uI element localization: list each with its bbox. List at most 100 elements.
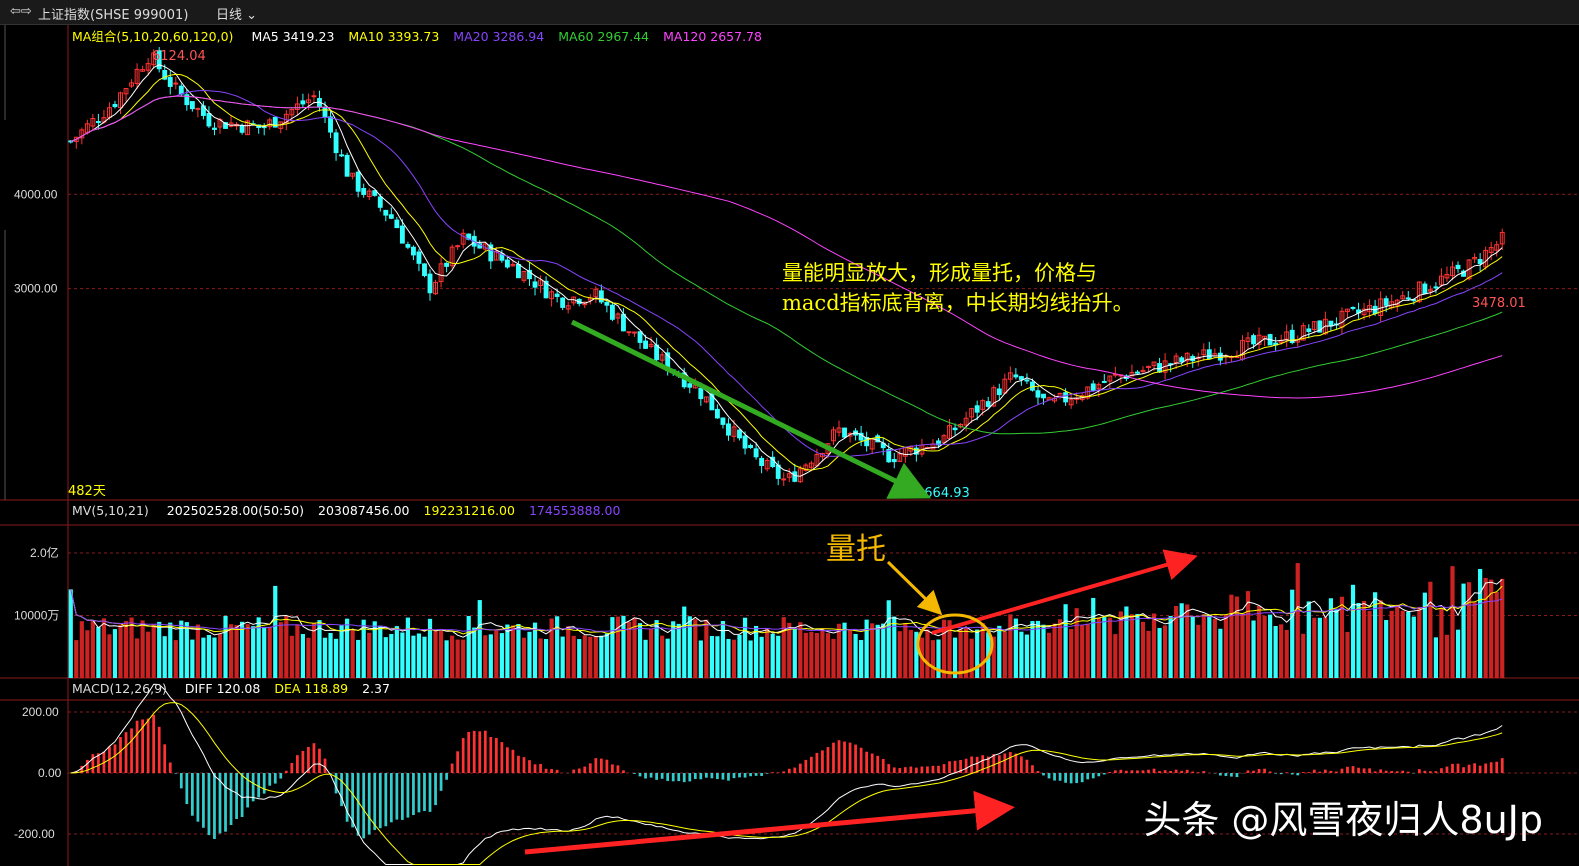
candle-body	[831, 429, 836, 442]
volume-bar	[1295, 563, 1300, 678]
candle-body	[1300, 325, 1306, 341]
volume-bar	[1273, 625, 1278, 678]
macd-legend: MACD(12,26,9) DIFF 120.08 DEA 118.89 2.37	[72, 681, 418, 696]
candle-body	[847, 432, 853, 437]
candle-body	[1129, 371, 1135, 377]
candle-body	[538, 279, 543, 287]
back-arrows-icon[interactable]: ⇦⇨	[10, 4, 32, 19]
volume-bar	[295, 624, 300, 678]
volume-bar	[1478, 568, 1483, 678]
volume-bar	[1129, 614, 1135, 678]
ma-legend-item-2: MA20 3286.94	[453, 29, 545, 44]
volume-bar	[251, 626, 256, 678]
volume-bar	[615, 616, 621, 678]
volume-bar	[123, 621, 129, 678]
candle-body	[1400, 295, 1406, 300]
volume-bar	[1500, 578, 1505, 678]
volume-bar	[1411, 616, 1416, 678]
candle-body	[720, 417, 726, 425]
ma-legend-item-4: MA120 2657.78	[663, 29, 762, 44]
candle-body	[936, 440, 941, 446]
candle-body	[311, 95, 317, 98]
candle-body	[582, 301, 588, 306]
volume-legend-name[interactable]: MV(5,10,21)	[72, 503, 149, 518]
volume-bar	[643, 639, 648, 678]
volume-bar	[356, 639, 361, 678]
volume-bar	[372, 621, 377, 678]
candle-body	[792, 471, 798, 482]
volume-bar	[411, 635, 416, 678]
volume-bar	[1063, 604, 1068, 678]
volume-bar	[1306, 601, 1311, 678]
instrument-title: 上证指数(SHSE 999001)	[38, 8, 189, 23]
candle-body	[554, 293, 560, 297]
volume-bar	[1279, 624, 1284, 678]
volume-bar	[969, 638, 974, 678]
candle-body	[272, 116, 278, 128]
candle-body	[73, 136, 79, 142]
volume-bar	[1461, 583, 1466, 678]
volume-bar	[378, 625, 383, 678]
period-selector[interactable]: 日线 ⌄	[216, 8, 258, 23]
volume-bar	[173, 640, 178, 678]
volume-bar	[1240, 613, 1245, 678]
volume-bar	[947, 620, 952, 678]
volume-bar	[660, 635, 665, 678]
volume-bar	[698, 640, 703, 678]
volume-bar	[1046, 632, 1052, 678]
candle-body	[90, 118, 96, 127]
volume-bar	[1140, 621, 1146, 678]
candle-body	[1251, 335, 1256, 345]
volume-bar	[1455, 629, 1461, 678]
macd-ytick-label: -200.00	[14, 827, 55, 841]
volume-bar	[516, 623, 521, 678]
candle-body	[366, 190, 372, 198]
volume-bar	[1196, 624, 1201, 678]
candle-body	[985, 401, 991, 407]
candle-body	[79, 129, 85, 139]
macd-legend-name[interactable]: MACD(12,26,9)	[72, 681, 167, 696]
volume-bar	[742, 617, 748, 678]
ma-legend-item-3: MA60 2967.44	[558, 29, 650, 44]
volume-bar	[444, 640, 449, 678]
volume-bar	[853, 633, 858, 678]
volume-bar	[593, 636, 598, 678]
volume-bar	[897, 631, 902, 678]
candle-body	[897, 453, 903, 462]
candle-body	[95, 121, 101, 124]
candle-body	[488, 244, 494, 262]
candle-body	[891, 459, 897, 463]
volume-bar	[1207, 615, 1212, 678]
volume-bar	[991, 636, 996, 678]
volume-bar	[930, 640, 936, 678]
volume-bar	[781, 617, 786, 678]
volume-bar	[1312, 617, 1317, 678]
volume-bar	[1190, 616, 1195, 678]
candle-body	[145, 63, 151, 71]
volume-bar	[682, 606, 687, 678]
volume-bar	[709, 635, 714, 678]
ma-legend-name[interactable]: MA组合(5,10,20,60,120,0)	[72, 29, 234, 44]
volume-bar	[765, 628, 770, 678]
volume-bar	[273, 585, 278, 678]
candle-body	[1383, 298, 1389, 306]
candle-body	[173, 82, 179, 85]
volume-bar	[527, 631, 532, 678]
volume-bar	[726, 638, 731, 678]
candle-body	[737, 429, 742, 439]
volume-bar	[964, 627, 969, 678]
volume-bar	[350, 629, 355, 678]
candle-body	[947, 425, 952, 439]
candle-body	[305, 99, 311, 104]
volume-bar	[1256, 605, 1262, 678]
mv21-line	[70, 589, 1503, 632]
volume-bar	[975, 629, 980, 678]
volume-bar	[201, 637, 206, 678]
candle-body	[731, 426, 737, 437]
candle-body	[991, 387, 997, 407]
volume-bar	[1378, 600, 1383, 678]
candle-body	[952, 427, 958, 431]
candle-body	[1245, 337, 1251, 342]
volume-bar	[1400, 610, 1405, 678]
candle-body	[433, 281, 438, 295]
